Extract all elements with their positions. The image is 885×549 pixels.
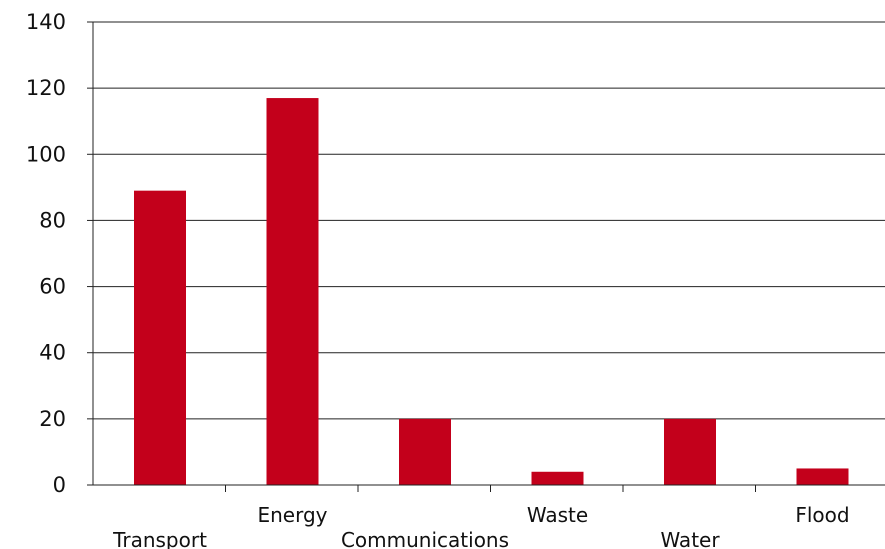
y-tick-label: 0 (53, 473, 66, 497)
bar-energy (266, 98, 319, 486)
bar-communications (399, 418, 451, 485)
x-tick-label: Energy (257, 503, 327, 527)
bar-transport (134, 190, 186, 485)
bars (134, 98, 849, 486)
x-tick-label: Communications (341, 528, 509, 549)
y-tick-label: 140 (26, 10, 66, 34)
y-tick-label: 20 (39, 407, 66, 431)
y-tick-labels: 0 20 40 60 80 100 120 140 (26, 10, 66, 497)
x-tick-label: Waste (527, 503, 588, 527)
bar-water (664, 418, 716, 485)
y-tick-label: 60 (39, 275, 66, 299)
y-tick-label: 120 (26, 76, 66, 100)
y-tick-label: 80 (39, 208, 66, 232)
y-tick-label: 40 (39, 341, 66, 365)
gridlines (93, 21, 885, 420)
bar-waste (531, 471, 584, 485)
x-tick-label: Transport (112, 528, 207, 549)
x-tick-labels: Transport Energy Communications Waste Water F… (112, 503, 850, 549)
x-tick-label: Flood (795, 503, 849, 527)
x-tick-label: Water (660, 528, 720, 549)
y-tick-label: 100 (26, 142, 66, 166)
bar-flood (796, 468, 849, 485)
axes (87, 21, 885, 492)
